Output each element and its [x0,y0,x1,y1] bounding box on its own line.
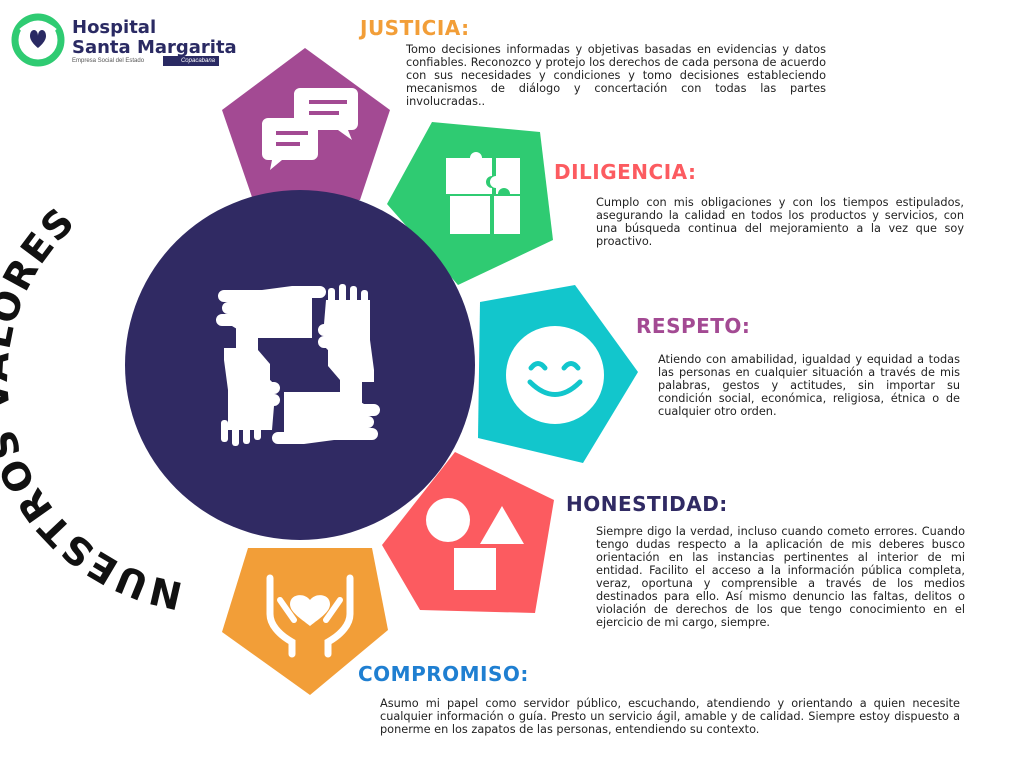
honestidad-pentagon [382,452,554,613]
logo-name-line2: Santa Margarita [72,37,237,58]
logo-name-line1: Hospital [72,17,157,38]
joined-hands-icon [216,284,380,446]
compromiso-description: Asumo mi papel como servidor público, es… [380,697,960,736]
hospital-logo-mark [11,13,65,67]
respeto-description: Atiendo con amabilidad, igualdad y equid… [658,353,960,418]
honestidad-description: Siempre digo la verdad, incluso cuando c… [596,525,965,629]
diligencia-title: DILIGENCIA: [554,160,697,184]
compromiso-title: COMPROMISO: [358,662,529,686]
diligencia-description: Cumplo con mis obligaciones y con los ti… [596,196,964,248]
honestidad-title: HONESTIDAD: [566,492,728,516]
chat-bubbles-icon [262,88,358,170]
shapes-icon [426,498,524,590]
hospital-logo: Hospital Santa Margarita Empresa Social … [14,12,237,72]
logo-location: Copacabana [163,56,219,66]
puzzle-icon [446,152,520,234]
hands-heart-icon [266,574,354,658]
respeto-title: RESPETO: [636,314,751,338]
logo-subtitle: Empresa Social del Estado [72,58,145,64]
smiley-icon [506,326,604,424]
center-circle [125,190,475,540]
justicia-title: JUSTICIA: [360,16,470,40]
justicia-description: Tomo decisiones informadas y objetivas b… [406,43,826,108]
